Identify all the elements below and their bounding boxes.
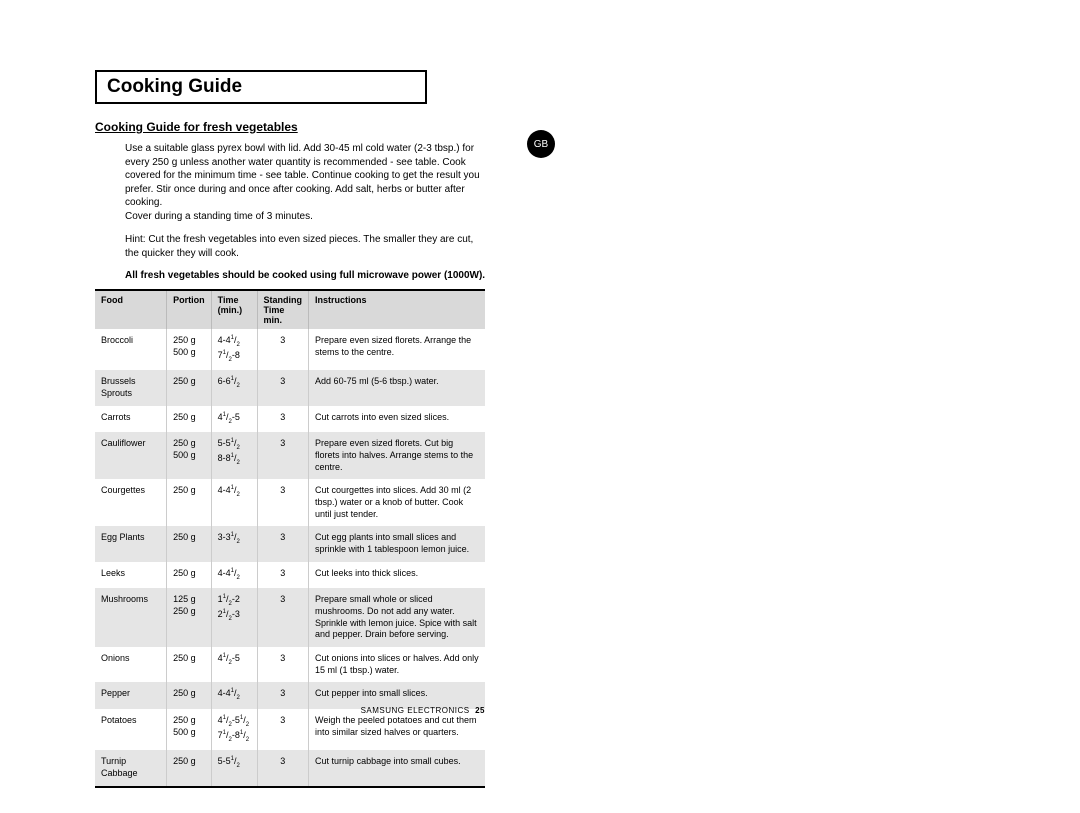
footer-page-number: 25 xyxy=(475,706,485,715)
bold-note: All fresh vegetables should be cooked us… xyxy=(125,270,495,281)
hint-paragraph: Hint: Cut the fresh vegetables into even… xyxy=(125,233,480,260)
col-header-time: Time (min.) xyxy=(211,290,257,329)
table-row: Egg Plants250 g3-31/23Cut egg plants int… xyxy=(95,526,485,561)
cell-standing: 3 xyxy=(257,562,309,589)
cell-standing: 3 xyxy=(257,588,309,647)
cell-standing: 3 xyxy=(257,682,309,709)
cell-instructions: Cut courgettes into slices. Add 30 ml (2… xyxy=(309,479,485,526)
cell-standing: 3 xyxy=(257,526,309,561)
cell-time: 4-41/2 xyxy=(211,562,257,589)
table-row: Courgettes250 g4-41/23Cut courgettes int… xyxy=(95,479,485,526)
cell-portion: 250 g xyxy=(167,406,212,433)
cell-instructions: Cut onions into slices or halves. Add on… xyxy=(309,647,485,682)
page-content: GB Cooking Guide Cooking Guide for fresh… xyxy=(95,70,985,788)
cell-food: Onions xyxy=(95,647,167,682)
col-header-portion: Portion xyxy=(167,290,212,329)
cell-standing: 3 xyxy=(257,479,309,526)
cell-instructions: Cut turnip cabbage into small cubes. xyxy=(309,750,485,786)
intro-text-2: Cover during a standing time of 3 minute… xyxy=(125,211,313,222)
table-row: Onions250 g41/2-53Cut onions into slices… xyxy=(95,647,485,682)
cell-time: 11/2-221/2-3 xyxy=(211,588,257,647)
cell-instructions: Prepare small whole or sliced mushrooms.… xyxy=(309,588,485,647)
cell-time: 4-41/2 xyxy=(211,479,257,526)
cell-time: 5-51/28-81/2 xyxy=(211,432,257,479)
cell-instructions: Weigh the peeled potatoes and cut them i… xyxy=(309,709,485,750)
cell-portion: 250 g xyxy=(167,526,212,561)
cell-time: 4-41/271/2-8 xyxy=(211,329,257,370)
cell-portion: 250 g500 g xyxy=(167,432,212,479)
page-title: Cooking Guide xyxy=(107,76,242,97)
col-header-food: Food xyxy=(95,290,167,329)
cell-instructions: Cut carrots into even sized slices. xyxy=(309,406,485,433)
cell-instructions: Prepare even sized florets. Arrange the … xyxy=(309,329,485,370)
table-row: Broccoli250 g500 g4-41/271/2-83Prepare e… xyxy=(95,329,485,370)
cell-food: Courgettes xyxy=(95,479,167,526)
cell-portion: 250 g500 g xyxy=(167,329,212,370)
cell-instructions: Add 60-75 ml (5-6 tbsp.) water. xyxy=(309,370,485,405)
cell-time: 41/2-51/271/2-81/2 xyxy=(211,709,257,750)
cell-instructions: Prepare even sized florets. Cut big flor… xyxy=(309,432,485,479)
cell-food: Pepper xyxy=(95,682,167,709)
cell-portion: 250 g xyxy=(167,479,212,526)
cell-time: 3-31/2 xyxy=(211,526,257,561)
page-footer: SAMSUNG ELECTRONICS 25 xyxy=(95,706,485,715)
table-row: Brussels Sprouts250 g6-61/23Add 60-75 ml… xyxy=(95,370,485,405)
cell-food: Leeks xyxy=(95,562,167,589)
table-row: Turnip Cabbage250 g5-51/23Cut turnip cab… xyxy=(95,750,485,786)
cell-portion: 250 g xyxy=(167,647,212,682)
cell-standing: 3 xyxy=(257,370,309,405)
table-row: Leeks250 g4-41/23Cut leeks into thick sl… xyxy=(95,562,485,589)
cell-food: Brussels Sprouts xyxy=(95,370,167,405)
cell-portion: 250 g xyxy=(167,750,212,786)
cell-time: 41/2-5 xyxy=(211,406,257,433)
cell-portion: 250 g xyxy=(167,370,212,405)
cell-time: 5-51/2 xyxy=(211,750,257,786)
cell-standing: 3 xyxy=(257,750,309,786)
cell-food: Turnip Cabbage xyxy=(95,750,167,786)
table-row: Pepper250 g4-41/23Cut pepper into small … xyxy=(95,682,485,709)
cell-food: Mushrooms xyxy=(95,588,167,647)
cell-standing: 3 xyxy=(257,432,309,479)
cell-standing: 3 xyxy=(257,647,309,682)
col-header-instructions: Instructions xyxy=(309,290,485,329)
table-row: Carrots250 g41/2-53Cut carrots into even… xyxy=(95,406,485,433)
cell-food: Egg Plants xyxy=(95,526,167,561)
language-badge: GB xyxy=(527,130,555,158)
col-header-standing: Standing Time min. xyxy=(257,290,309,329)
intro-text-1: Use a suitable glass pyrex bowl with lid… xyxy=(125,143,480,208)
title-box: Cooking Guide xyxy=(95,70,427,104)
cell-portion: 250 g xyxy=(167,682,212,709)
cell-food: Broccoli xyxy=(95,329,167,370)
cell-instructions: Cut egg plants into small slices and spr… xyxy=(309,526,485,561)
table-row: Cauliflower250 g500 g5-51/28-81/23Prepar… xyxy=(95,432,485,479)
table-header-row: Food Portion Time (min.) Standing Time m… xyxy=(95,290,485,329)
cell-instructions: Cut pepper into small slices. xyxy=(309,682,485,709)
cell-food: Cauliflower xyxy=(95,432,167,479)
cell-standing: 3 xyxy=(257,709,309,750)
cell-portion: 250 g xyxy=(167,562,212,589)
footer-brand: SAMSUNG ELECTRONICS xyxy=(361,706,470,715)
cell-instructions: Cut leeks into thick slices. xyxy=(309,562,485,589)
intro-paragraph: Use a suitable glass pyrex bowl with lid… xyxy=(125,142,480,223)
cell-food: Carrots xyxy=(95,406,167,433)
cell-time: 6-61/2 xyxy=(211,370,257,405)
cell-time: 4-41/2 xyxy=(211,682,257,709)
table-row: Potatoes250 g500 g41/2-51/271/2-81/23Wei… xyxy=(95,709,485,750)
cell-standing: 3 xyxy=(257,329,309,370)
cell-portion: 125 g250 g xyxy=(167,588,212,647)
cell-standing: 3 xyxy=(257,406,309,433)
cell-portion: 250 g500 g xyxy=(167,709,212,750)
cell-food: Potatoes xyxy=(95,709,167,750)
cell-time: 41/2-5 xyxy=(211,647,257,682)
table-row: Mushrooms125 g250 g11/2-221/2-33Prepare … xyxy=(95,588,485,647)
